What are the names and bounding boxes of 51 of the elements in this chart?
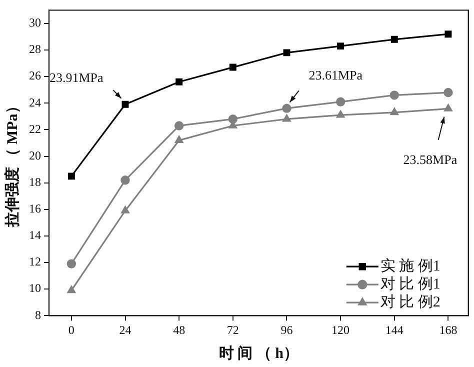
y-tick-label: 24 <box>29 95 41 110</box>
annotation: 23.61MPa <box>308 68 363 83</box>
point <box>390 108 398 116</box>
point <box>174 136 184 144</box>
y-tick-label: 14 <box>29 228 41 242</box>
annotation: 23.58MPa <box>403 152 458 168</box>
point <box>121 206 130 214</box>
point <box>229 64 236 71</box>
point <box>390 90 399 100</box>
point <box>228 114 238 124</box>
point <box>122 100 129 108</box>
point <box>444 30 452 38</box>
point <box>390 36 398 43</box>
point <box>66 259 76 268</box>
legend-label: 实 施 例1 <box>380 258 440 275</box>
point <box>444 104 452 112</box>
y-tick-label: 10 <box>29 281 41 296</box>
point <box>337 42 344 50</box>
y-tick-label: 8 <box>35 308 41 322</box>
point <box>283 49 290 56</box>
x-tick-label: 96 <box>280 322 293 337</box>
point <box>67 286 76 294</box>
y-tick-label: 20 <box>29 148 41 162</box>
point <box>282 114 291 122</box>
y-tick-label: 18 <box>29 174 41 189</box>
y-tick-label: 30 <box>29 16 41 30</box>
x-tick-label: 168 <box>439 322 458 337</box>
legend-label: 对 比 例2 <box>380 294 440 311</box>
y-tick-label: 26 <box>29 68 41 83</box>
point <box>68 172 75 180</box>
point <box>444 88 453 98</box>
point <box>176 78 183 86</box>
y-tick-label: 22 <box>29 122 41 136</box>
x-tick-label: 72 <box>226 322 239 337</box>
point <box>336 110 345 118</box>
point <box>174 121 184 130</box>
point <box>336 97 346 106</box>
point <box>120 176 130 185</box>
x-tick-label: 48 <box>173 322 186 337</box>
x-tick-label: 144 <box>385 322 404 337</box>
legend-label: 对 比 例1 <box>380 276 440 293</box>
y-tick-label: 16 <box>29 202 41 216</box>
y-axis-title: 拉伸强度 （ MPa） <box>2 98 21 228</box>
x-axis-title: 时 间 （ h） <box>218 344 298 362</box>
x-tick-label: 120 <box>332 322 350 337</box>
x-tick-label: 0 <box>68 322 74 337</box>
x-tick-label: 24 <box>119 322 132 337</box>
y-tick-label: 12 <box>29 254 41 269</box>
y-tick-label: 28 <box>29 42 41 56</box>
point <box>282 104 292 113</box>
annotation: 23.91MPa <box>49 70 104 85</box>
